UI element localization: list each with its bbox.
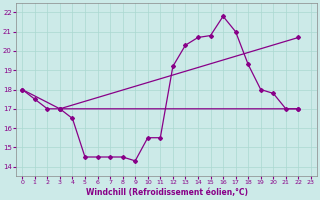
X-axis label: Windchill (Refroidissement éolien,°C): Windchill (Refroidissement éolien,°C) [85,188,248,197]
